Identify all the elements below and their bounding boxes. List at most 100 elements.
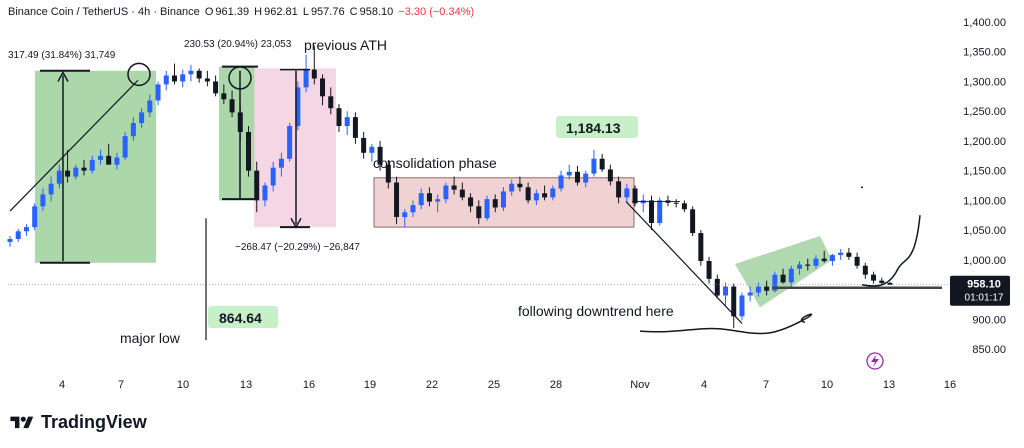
candle-body — [139, 112, 145, 124]
x-tick-label: 22 — [426, 379, 438, 391]
candle-body — [229, 99, 235, 113]
candle-series — [7, 45, 893, 329]
candle-body — [163, 75, 169, 85]
x-tick-label: 7 — [118, 379, 124, 391]
candle-body — [32, 206, 38, 228]
range-label-3: −268.47 (−20.29%) −26,847 — [235, 242, 360, 253]
candle-body — [369, 146, 375, 153]
candle-body — [303, 69, 309, 88]
candle-body — [221, 93, 227, 100]
low-label: L — [302, 6, 309, 18]
candle-body — [780, 274, 786, 283]
candle-body — [805, 264, 811, 266]
candle-body — [788, 268, 794, 283]
x-tick-label: 28 — [550, 379, 562, 391]
ath-circle-2 — [228, 66, 252, 90]
candle-body — [344, 117, 350, 127]
close-value: 958.10 — [359, 6, 394, 18]
price-axis: 1,400.00 1,350.00 1,300.00 1,250.00 1,200.00… — [950, 17, 1010, 356]
candle-body — [525, 187, 531, 201]
trend-line — [9, 79, 139, 212]
candle-body — [254, 170, 260, 201]
candle-body — [681, 203, 687, 210]
consolidation-label: consolidation phase — [373, 155, 497, 171]
candle-body — [607, 169, 613, 182]
x-tick-label: 4 — [701, 379, 707, 391]
candle-body — [624, 188, 630, 198]
candle-body — [533, 193, 539, 201]
candle-body — [213, 81, 219, 94]
x-tick-label: 19 — [364, 379, 376, 391]
candle-body — [566, 171, 572, 176]
range-label-2-bg — [178, 34, 298, 52]
candle-body — [632, 188, 638, 204]
range-label-3-bg — [230, 237, 362, 254]
candle-body — [714, 278, 720, 296]
x-tick-label: Nov — [630, 379, 650, 391]
candle-body — [65, 170, 71, 177]
candle-body — [468, 197, 474, 207]
candle-body — [772, 274, 778, 291]
candle-body — [755, 286, 761, 293]
candle-body — [122, 136, 128, 158]
tradingview-logo-icon — [10, 416, 34, 428]
candle-body — [871, 274, 877, 281]
candle-body — [723, 286, 729, 296]
candle-body — [130, 123, 136, 137]
candle-body — [246, 131, 252, 171]
candle-body — [171, 75, 177, 82]
open-value: 961.39 — [215, 6, 250, 18]
x-tick-label: 16 — [944, 379, 956, 391]
tradingview-brand[interactable]: TradingView — [8, 412, 147, 433]
candle-body — [328, 96, 334, 109]
candle-body — [295, 87, 301, 127]
candle-body — [500, 191, 506, 208]
candle-body — [270, 167, 276, 186]
candle-body — [402, 212, 408, 218]
x-tick-label: 4 — [59, 379, 65, 391]
x-tick-label: 25 — [488, 379, 500, 391]
range-label-1: 317.49 (31.84%) 31,749 — [8, 50, 116, 61]
candle-body — [616, 181, 622, 198]
candle-body — [854, 256, 860, 266]
candle-body — [81, 167, 87, 171]
low-value: 957.76 — [310, 6, 345, 18]
candle-body — [56, 170, 62, 184]
candle-body — [73, 167, 79, 177]
downtrend-label: following downtrend here — [518, 303, 674, 319]
candle-body — [443, 185, 449, 200]
candle-body — [336, 108, 342, 127]
high-value: 962.81 — [264, 6, 298, 18]
candle-body — [196, 70, 202, 79]
candle-body — [410, 205, 416, 213]
candle-body — [542, 193, 548, 198]
candle-body — [550, 188, 556, 198]
projection-curve — [861, 215, 921, 287]
y-tick-label: 1,300.00 — [963, 76, 1006, 88]
y-tick-label: 900.00 — [972, 314, 1006, 326]
price-tag-countdown: 01:01:17 — [965, 293, 1004, 304]
candle-body — [846, 252, 852, 257]
candle-body — [361, 137, 367, 153]
ath-circle-1 — [127, 62, 151, 87]
candle-body — [509, 183, 515, 192]
candle-body — [517, 183, 523, 188]
x-tick-label: 13 — [240, 379, 252, 391]
candle-body — [797, 264, 803, 269]
candle-body — [435, 199, 441, 202]
high-label: H — [254, 6, 263, 18]
price-tag-box — [950, 275, 1010, 306]
candle-body — [106, 155, 112, 165]
previous-ath-label: previous ATH — [304, 37, 387, 53]
y-tick-label: 1,400.00 — [963, 17, 1006, 29]
flash-icon-bolt — [871, 355, 879, 367]
candle-body — [48, 183, 54, 195]
candle-body — [838, 252, 844, 256]
candle-body — [311, 69, 317, 79]
candle-body — [492, 199, 498, 208]
candle-body — [97, 155, 103, 160]
high-label-bg — [556, 116, 638, 138]
candle-body — [7, 239, 13, 242]
y-tick-label: 1,150.00 — [963, 166, 1006, 178]
